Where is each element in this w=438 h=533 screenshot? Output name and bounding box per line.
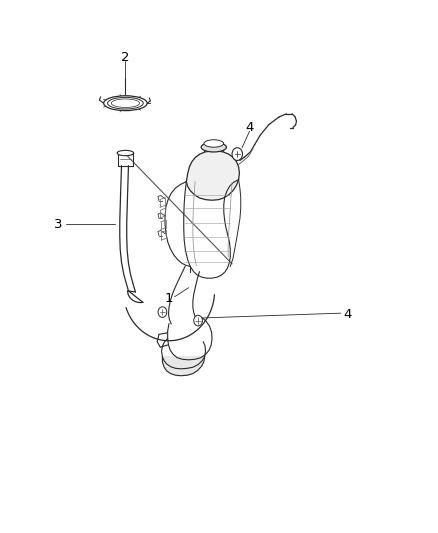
Ellipse shape — [117, 150, 134, 156]
Ellipse shape — [104, 96, 147, 111]
Polygon shape — [120, 166, 135, 292]
Text: 3: 3 — [54, 217, 62, 231]
Ellipse shape — [108, 98, 143, 109]
Text: 1: 1 — [165, 292, 173, 305]
Circle shape — [158, 307, 167, 317]
Polygon shape — [162, 357, 205, 376]
Circle shape — [232, 148, 243, 160]
Circle shape — [194, 316, 202, 326]
Ellipse shape — [111, 99, 140, 108]
Polygon shape — [186, 151, 240, 200]
Text: 4: 4 — [343, 308, 352, 321]
Text: 2: 2 — [121, 51, 130, 63]
Text: 4: 4 — [245, 121, 254, 134]
Ellipse shape — [204, 140, 223, 147]
Ellipse shape — [201, 142, 226, 152]
